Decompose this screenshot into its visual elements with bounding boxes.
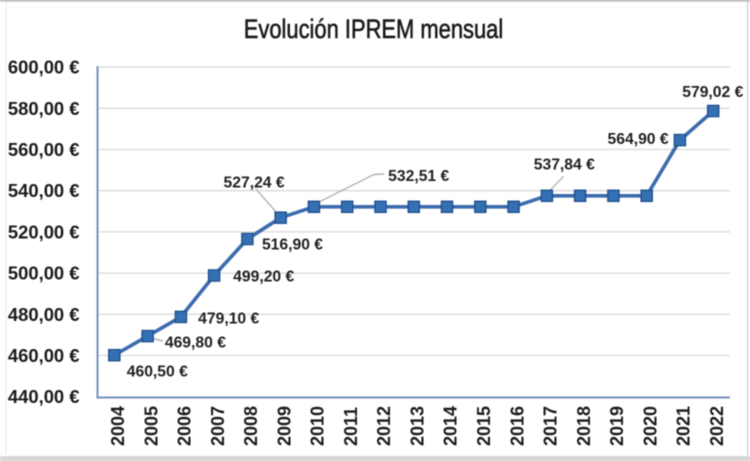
svg-text:499,20 €: 499,20 € bbox=[233, 268, 294, 285]
svg-text:480,00 €: 480,00 € bbox=[8, 304, 80, 325]
svg-text:564,90 €: 564,90 € bbox=[608, 131, 669, 148]
svg-text:500,00 €: 500,00 € bbox=[8, 263, 80, 284]
svg-text:516,90 €: 516,90 € bbox=[262, 236, 323, 253]
svg-text:579,02 €: 579,02 € bbox=[682, 84, 743, 101]
svg-text:440,00 €: 440,00 € bbox=[8, 386, 80, 407]
svg-text:469,80 €: 469,80 € bbox=[165, 335, 226, 352]
svg-text:520,00 €: 520,00 € bbox=[8, 221, 80, 242]
svg-text:2009: 2009 bbox=[274, 406, 294, 446]
svg-text:2021: 2021 bbox=[674, 406, 694, 446]
svg-text:600,00 €: 600,00 € bbox=[8, 57, 80, 78]
svg-text:580,00 €: 580,00 € bbox=[8, 98, 80, 119]
svg-text:532,51 €: 532,51 € bbox=[388, 168, 449, 185]
svg-text:479,10 €: 479,10 € bbox=[198, 311, 259, 328]
svg-text:460,50 €: 460,50 € bbox=[127, 364, 188, 381]
svg-text:2015: 2015 bbox=[474, 406, 494, 446]
svg-text:2010: 2010 bbox=[308, 406, 328, 446]
svg-text:527,24 €: 527,24 € bbox=[224, 175, 285, 192]
svg-text:2017: 2017 bbox=[541, 406, 561, 446]
svg-text:2019: 2019 bbox=[607, 406, 627, 446]
svg-text:2016: 2016 bbox=[507, 406, 527, 446]
svg-text:460,00 €: 460,00 € bbox=[8, 345, 80, 366]
svg-text:2020: 2020 bbox=[640, 406, 660, 446]
svg-text:2006: 2006 bbox=[175, 406, 195, 446]
svg-text:2022: 2022 bbox=[707, 406, 727, 446]
svg-text:560,00 €: 560,00 € bbox=[8, 139, 80, 160]
svg-text:537,84 €: 537,84 € bbox=[534, 157, 595, 174]
svg-text:2014: 2014 bbox=[441, 406, 461, 446]
svg-text:2008: 2008 bbox=[241, 406, 261, 446]
svg-text:2005: 2005 bbox=[141, 406, 161, 446]
svg-text:2012: 2012 bbox=[374, 406, 394, 446]
svg-text:2018: 2018 bbox=[574, 406, 594, 446]
svg-text:2011: 2011 bbox=[341, 407, 361, 446]
svg-text:Evolución IPREM mensual: Evolución IPREM mensual bbox=[244, 14, 504, 44]
svg-text:2007: 2007 bbox=[208, 406, 228, 446]
svg-text:2004: 2004 bbox=[108, 406, 128, 446]
svg-text:2013: 2013 bbox=[408, 406, 428, 446]
svg-text:540,00 €: 540,00 € bbox=[8, 180, 80, 201]
